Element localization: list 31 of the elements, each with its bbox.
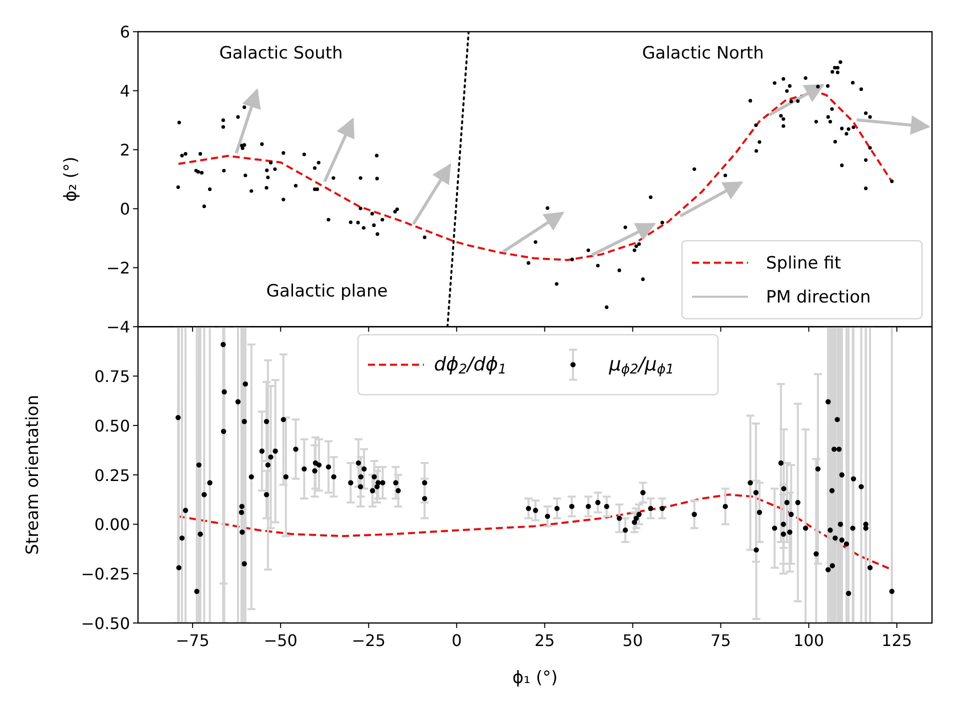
y-tick-label: 2 [120, 140, 130, 160]
legend-label: dϕ$_{2}$/dϕ$_{1}$ [434, 354, 507, 378]
x-tick-label: −75 [176, 631, 210, 650]
y-tick-label: 0.25 [94, 466, 130, 485]
y-tick-label: 4 [120, 82, 130, 101]
y-tick-label: 0.00 [94, 515, 130, 534]
y-tick-label: 0.50 [94, 416, 130, 436]
x-tick-label: −50 [264, 631, 298, 650]
y-axis-title: Stream orientation [23, 394, 43, 555]
y-tick-label: 0 [120, 200, 130, 219]
x-tick-label: 75 [710, 631, 731, 650]
annotation: Galactic plane [266, 282, 388, 302]
y-tick-label: 0.75 [94, 367, 130, 386]
x-tick-label: 125 [882, 631, 912, 650]
y-tick-label: 6 [120, 22, 130, 42]
y-tick-label: −4 [106, 318, 130, 337]
x-tick-label: 50 [622, 631, 643, 650]
y-axis-title: ϕ₂ (°) [61, 156, 81, 202]
y-tick-label: −0.25 [80, 564, 130, 584]
annotation: Galactic North [642, 44, 764, 64]
x-tick-label: 0 [452, 631, 462, 650]
legend-label: Spline fit [766, 254, 842, 274]
x-tick-label: −25 [352, 631, 386, 650]
x-axis-title: ϕ₁ (°) [512, 668, 558, 688]
y-tick-label: −2 [106, 258, 130, 278]
y-tick-label: −0.50 [80, 614, 130, 633]
legend-label: PM direction [766, 288, 871, 308]
x-tick-label: 25 [534, 631, 555, 650]
x-tick-label: 100 [793, 631, 824, 650]
annotation: Galactic South [219, 44, 343, 64]
legend-label: μ$_{ϕ2}$/μ$_{ϕ1}$ [608, 354, 674, 378]
